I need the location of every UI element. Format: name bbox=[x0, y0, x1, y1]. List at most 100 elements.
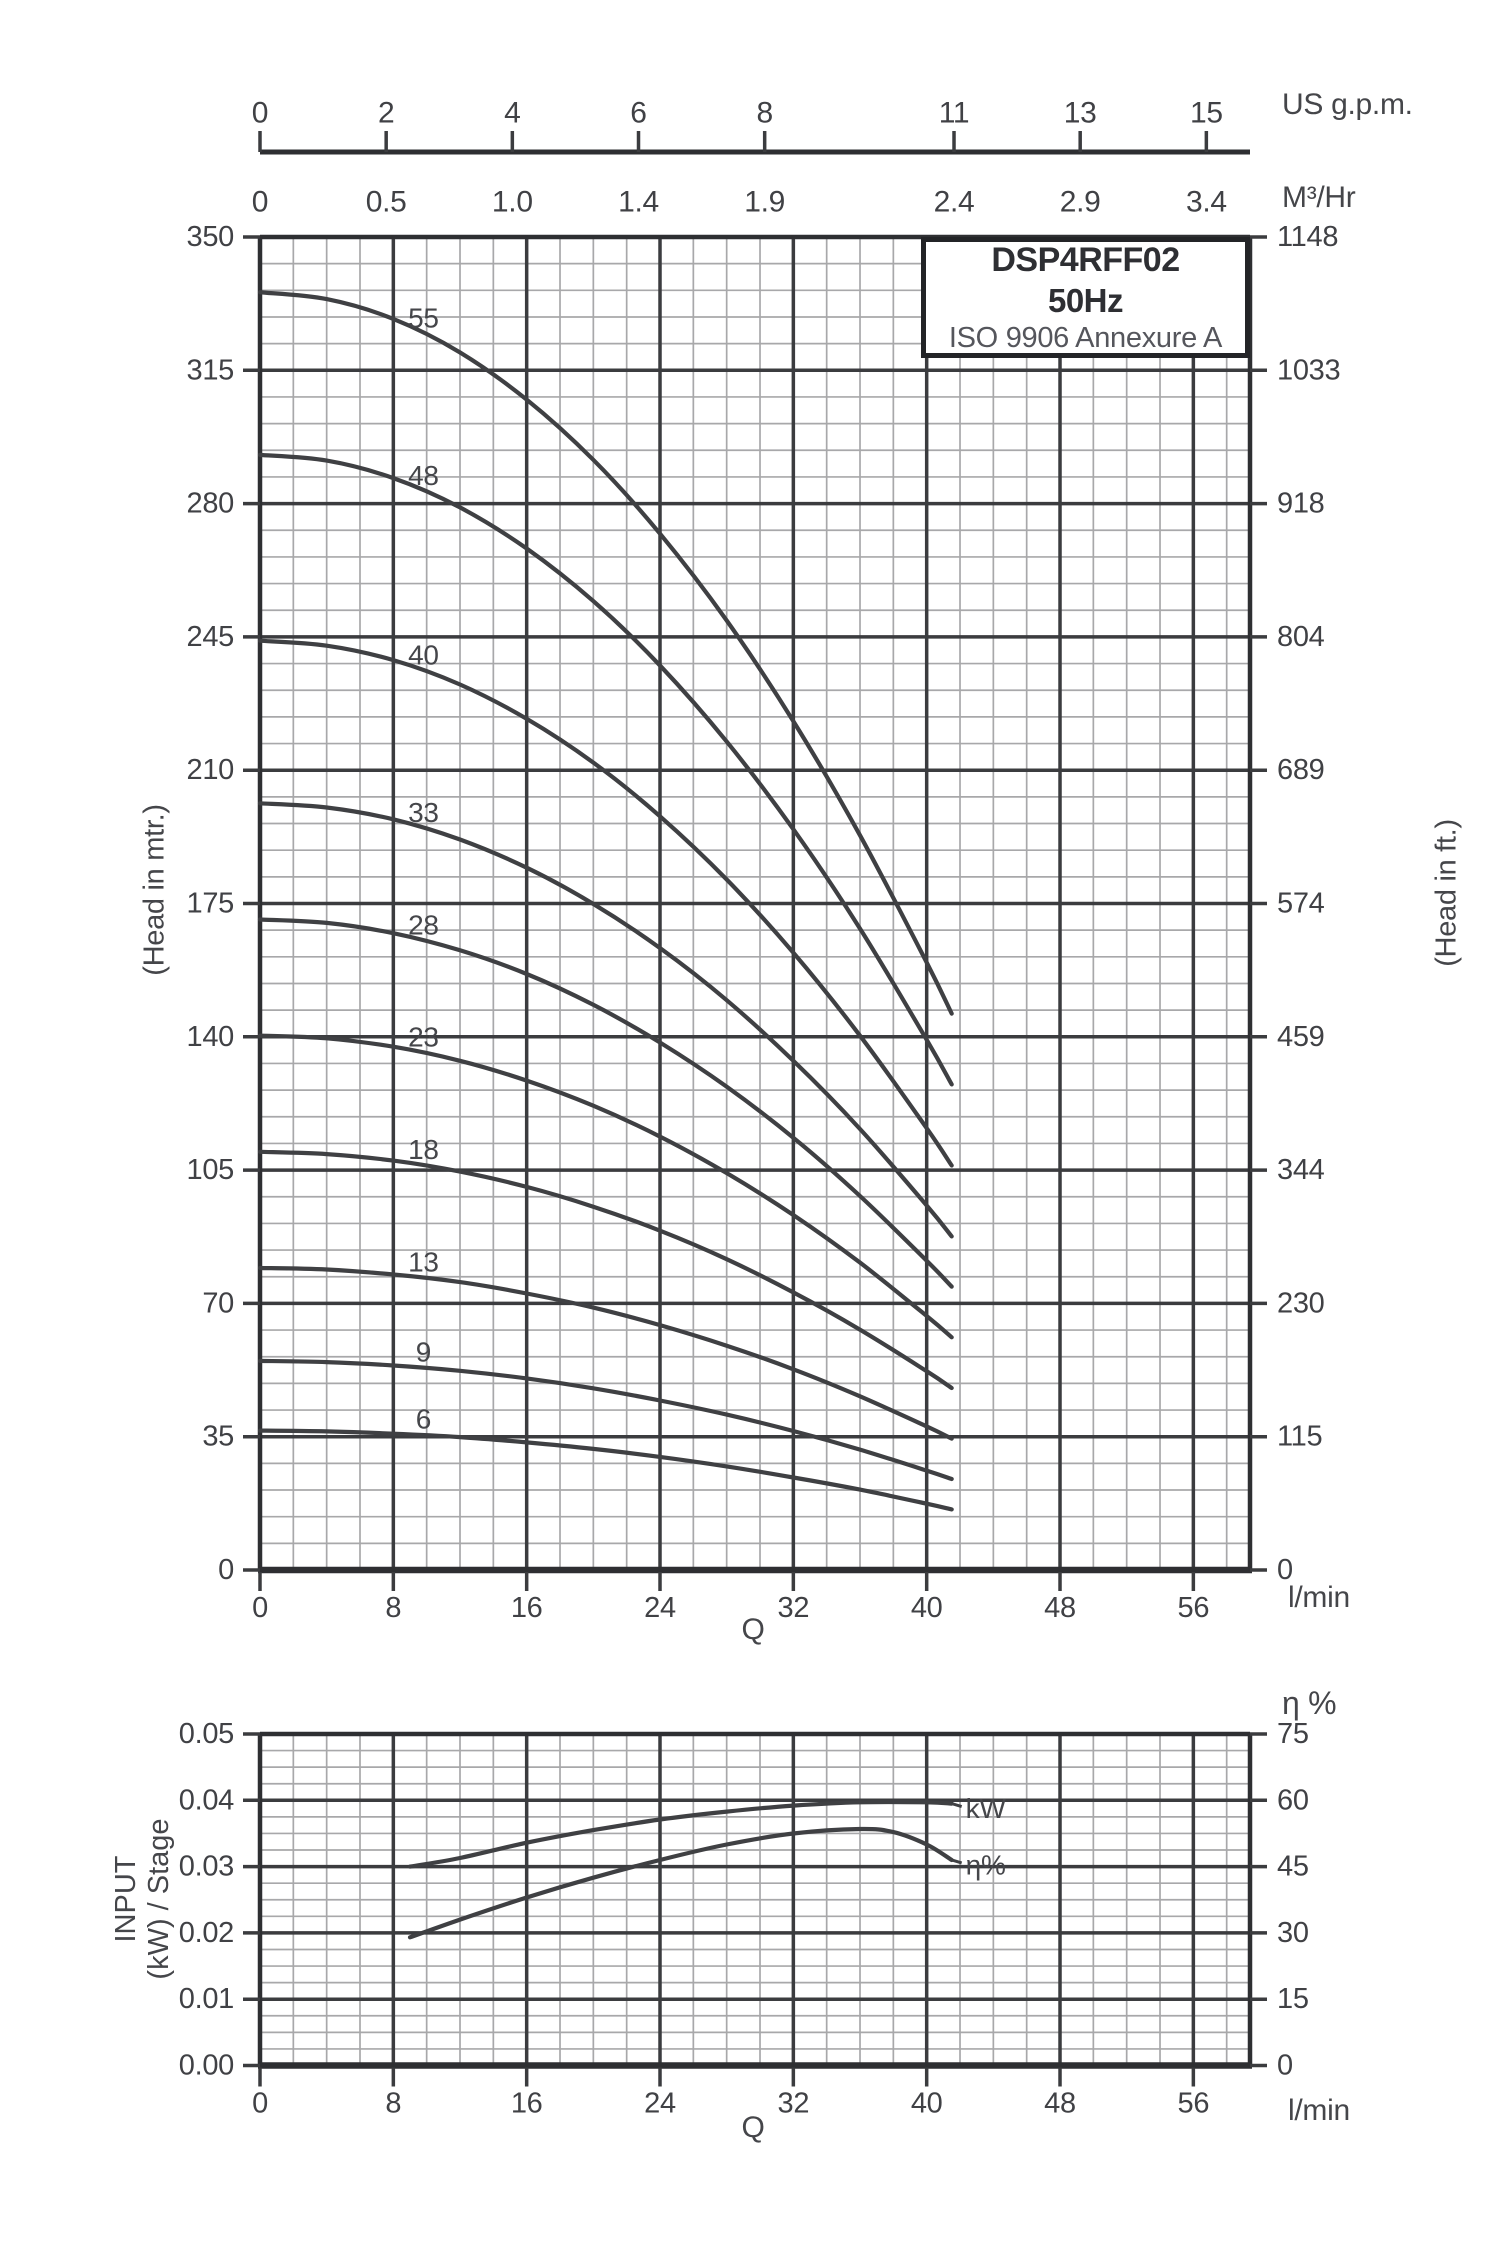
pump-frequency: 50Hz bbox=[1047, 281, 1124, 319]
pump-standard: ISO 9906 Annexure A bbox=[948, 321, 1223, 354]
y-left-tick-label: 35 bbox=[202, 1421, 234, 1453]
caption-lmin-main: l/min bbox=[1288, 1581, 1350, 1614]
input-chart-grid-minor bbox=[260, 1734, 1250, 2066]
caption-us-gpm: US g.p.m. bbox=[1282, 88, 1413, 121]
caption-m3hr: M³/Hr bbox=[1282, 181, 1356, 214]
y-left-tick-label: 0.05 bbox=[179, 1718, 234, 1750]
input-chart-y-left: 0.05 0.04 0.03 0.02 0.01 0.00 bbox=[179, 1718, 260, 2082]
x-tick-label: 8 bbox=[385, 1592, 401, 1624]
y-right-tick-label: 230 bbox=[1277, 1287, 1325, 1319]
top-tick-label-usgpm: 2 bbox=[378, 97, 394, 130]
head-curve-6 bbox=[257, 1428, 954, 1512]
head-curve-label-55: 55 bbox=[408, 302, 439, 333]
input-chart: 0.05 0.04 0.03 0.02 0.01 0.00 75 60 45 30 15 0 0 8 16 2… bbox=[179, 1718, 1309, 2120]
x-tick-label: 0 bbox=[252, 2088, 268, 2120]
x-tick-label: 16 bbox=[511, 2088, 543, 2120]
y-left-tick-label: 70 bbox=[202, 1287, 234, 1319]
curve-label-leader-eta bbox=[951, 1858, 963, 1865]
x-tick-label: 48 bbox=[1044, 2088, 1076, 2120]
caption-eta-pct: η % bbox=[1282, 1685, 1337, 1721]
head-curve-55 bbox=[257, 290, 954, 1016]
head-curve-label-23: 23 bbox=[408, 1022, 439, 1053]
x-tick-label: 56 bbox=[1178, 2088, 1210, 2120]
y-left-tick-label: 0.03 bbox=[179, 1851, 234, 1883]
y-left-tick-label: 0.04 bbox=[179, 1784, 234, 1816]
top-tick-label-usgpm: 6 bbox=[630, 97, 646, 130]
head-curve-40 bbox=[257, 638, 954, 1168]
head-curve-label-13: 13 bbox=[408, 1246, 439, 1277]
head-curve-label-6: 6 bbox=[416, 1404, 431, 1435]
top-tick-label-usgpm: 4 bbox=[504, 97, 520, 130]
top-tick-label-m3hr: 3.4 bbox=[1186, 186, 1227, 219]
caption-lmin-lower: l/min bbox=[1288, 2094, 1350, 2127]
y-right-tick-label: 344 bbox=[1277, 1154, 1325, 1186]
x-tick-label: 40 bbox=[911, 2088, 943, 2120]
head-curve-label-33: 33 bbox=[408, 797, 439, 828]
head-curve-label-28: 28 bbox=[408, 909, 439, 940]
y-left-tick-label: 175 bbox=[187, 888, 235, 920]
input-curve-eta bbox=[407, 1826, 954, 1940]
head-curves: 55 48 40 33 28 23 18 13 9 6 bbox=[257, 290, 954, 1512]
top-tick-label-usgpm: 13 bbox=[1064, 97, 1097, 130]
x-tick-label: 32 bbox=[778, 1592, 810, 1624]
curve-label-eta: η% bbox=[966, 1849, 1006, 1880]
y-right-tick-label: 15 bbox=[1277, 1983, 1309, 2015]
x-tick-label: 24 bbox=[644, 2088, 676, 2120]
y-right-tick-label: 804 bbox=[1277, 621, 1325, 653]
y-left-tick-label: 315 bbox=[187, 354, 235, 386]
y-right-tick-label: 30 bbox=[1277, 1917, 1309, 1949]
x-tick-label: 48 bbox=[1044, 1592, 1076, 1624]
caption-q-main: Q bbox=[741, 1613, 765, 1646]
input-chart-x-axis: 0 8 16 24 32 40 48 56 bbox=[252, 2067, 1210, 2120]
y-left-tick-label: 0.02 bbox=[179, 1917, 234, 1949]
y-left-tick-label: 0 bbox=[218, 1554, 234, 1586]
head-chart-x-axis: 0 8 16 24 32 40 48 56 bbox=[252, 1572, 1209, 1624]
y-right-tick-label: 0 bbox=[1277, 1554, 1293, 1586]
axis-title-head-mtr: (Head in mtr.) bbox=[138, 804, 171, 976]
input-curve-kw bbox=[407, 1799, 954, 1869]
top-tick-label-m3hr: 1.0 bbox=[492, 186, 533, 219]
head-chart: 3503152802452101751401057035011481033918… bbox=[187, 221, 1341, 1624]
top-tick-label-m3hr: 1.4 bbox=[618, 186, 659, 219]
y-right-tick-label: 75 bbox=[1277, 1718, 1309, 1750]
curve-label-leader-kw bbox=[951, 1802, 963, 1809]
input-curves: kW η% bbox=[407, 1793, 1007, 1940]
head-curve-18 bbox=[257, 1149, 954, 1391]
top-tick-label-m3hr: 2.9 bbox=[1060, 186, 1101, 219]
x-tick-label: 24 bbox=[644, 1592, 676, 1624]
head-curve-33 bbox=[257, 801, 954, 1239]
head-chart-grid-major bbox=[260, 237, 1250, 1570]
y-left-tick-label: 210 bbox=[187, 754, 235, 786]
y-right-tick-label: 459 bbox=[1277, 1021, 1325, 1053]
y-right-tick-label: 45 bbox=[1277, 1851, 1309, 1883]
y-left-tick-label: 140 bbox=[187, 1021, 235, 1053]
y-right-tick-label: 1033 bbox=[1277, 354, 1340, 386]
curve-label-kw: kW bbox=[966, 1793, 1007, 1824]
y-right-tick-label: 1148 bbox=[1277, 221, 1338, 253]
x-tick-label: 16 bbox=[511, 1592, 543, 1624]
head-curve-label-40: 40 bbox=[408, 640, 439, 671]
head-chart-y-right: 1148 1033 918 804 689 574 459 344 230 115 0 bbox=[1250, 221, 1341, 1586]
y-right-tick-label: 689 bbox=[1277, 754, 1325, 786]
pump-model: DSP4RFF02 bbox=[991, 240, 1180, 279]
y-right-tick-label: 918 bbox=[1277, 488, 1325, 520]
y-left-tick-label: 350 bbox=[187, 221, 235, 253]
input-label-line1: INPUT bbox=[110, 1855, 142, 1943]
head-curve-label-18: 18 bbox=[408, 1134, 439, 1165]
y-left-tick-label: 280 bbox=[187, 488, 235, 520]
y-left-tick-label: 0.00 bbox=[179, 2050, 234, 2082]
y-right-tick-label: 115 bbox=[1277, 1421, 1322, 1453]
top-tick-label-m3hr: 1.9 bbox=[744, 186, 785, 219]
top-tick-label-m3hr: 0.5 bbox=[366, 186, 407, 219]
x-tick-label: 8 bbox=[385, 2088, 401, 2120]
top-tick-label-usgpm: 0 bbox=[252, 97, 268, 130]
top-tick-label-m3hr: 0 bbox=[252, 186, 268, 219]
top-flow-axis: 0 0 2 0.5 4 1.0 6 1.4 8 1.9 11 2.4 13 2.9 15 3.4 bbox=[252, 97, 1250, 219]
input-chart-border bbox=[257, 1731, 1253, 2069]
y-left-tick-label: 105 bbox=[187, 1154, 235, 1186]
top-tick-label-usgpm: 15 bbox=[1190, 97, 1223, 130]
head-curve-13 bbox=[257, 1265, 954, 1441]
